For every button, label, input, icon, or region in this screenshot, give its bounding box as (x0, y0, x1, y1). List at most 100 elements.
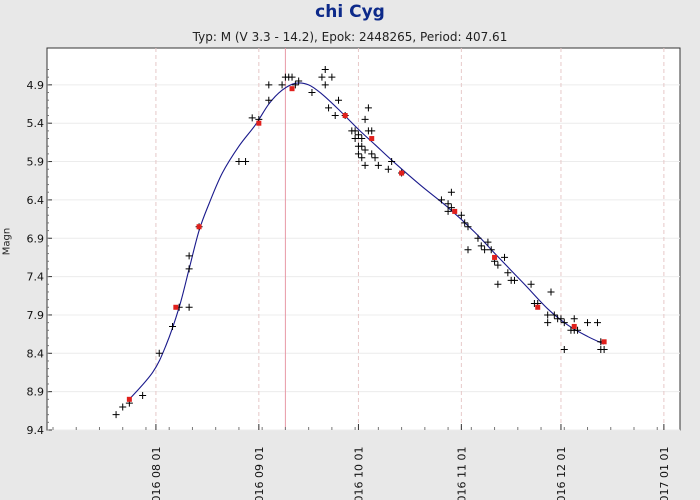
observation-point (265, 81, 273, 89)
chart-subtitle: Typ: M (V 3.3 - 14.2), Epok: 2448265, Pe… (192, 30, 508, 44)
observation-point (510, 276, 518, 284)
observation-point (235, 158, 243, 166)
x-tick-label: 2016 08 01 (150, 447, 163, 500)
y-tick-label: 6.9 (27, 232, 45, 245)
binned-mean-point (256, 120, 262, 126)
observation-point (112, 411, 120, 419)
observation-point (358, 135, 366, 143)
observation-point (119, 403, 127, 411)
observation-point (481, 246, 489, 254)
binned-mean-point (452, 208, 458, 214)
observation-point (444, 200, 452, 208)
observation-point (361, 161, 369, 169)
observation-point (325, 104, 333, 112)
observation-point (464, 223, 472, 231)
binned-mean-point (342, 113, 348, 119)
observation-point (354, 131, 362, 139)
observation-point (447, 188, 455, 196)
observation-point (354, 150, 362, 158)
grid-layer (47, 48, 680, 431)
observation-point (288, 73, 296, 81)
observation-point (560, 345, 568, 353)
binned-mean-point (196, 224, 202, 230)
observation-point (570, 315, 578, 323)
observation-point (331, 112, 339, 120)
observation-point (358, 142, 366, 150)
observation-point (550, 311, 558, 319)
observation-point (487, 246, 495, 254)
binned-mean-point (126, 396, 132, 402)
observation-point (557, 315, 565, 323)
x-tick-label: 2016 10 01 (352, 447, 365, 500)
y-tick-label: 5.4 (27, 117, 45, 130)
observation-point (335, 96, 343, 104)
plot-area (46, 47, 681, 431)
observation-point (351, 135, 359, 143)
y-tick-label: 5.9 (27, 156, 45, 169)
binned-mean-point (369, 136, 375, 142)
x-tick-label: 2016 09 01 (253, 447, 266, 500)
observation-point (600, 345, 608, 353)
observation-point (368, 150, 376, 158)
observation-point (374, 161, 382, 169)
observation-point (291, 81, 299, 89)
observation-point (527, 280, 535, 288)
observation-point (484, 238, 492, 246)
observation-point (308, 89, 316, 97)
observation-point (248, 114, 256, 122)
y-tick-label: 8.9 (27, 386, 45, 399)
x-tick-label: 2016 12 01 (555, 447, 568, 500)
chart-title: chi Cyg (315, 2, 385, 22)
observation-point (444, 207, 452, 215)
observation-point (494, 280, 502, 288)
observation-point (364, 104, 372, 112)
observation-point (265, 96, 273, 104)
observation-point (474, 234, 482, 242)
observation-point (242, 158, 250, 166)
observation-point (457, 211, 465, 219)
binned-mean-layer (126, 86, 607, 402)
observation-point (388, 158, 396, 166)
observation-point (278, 81, 286, 89)
observation-point (494, 261, 502, 269)
axis-layer: 4.9 5.4 5.9 6.4 6.9 7.4 7.9 8.4 8.9 9.4 2016 08 01… (27, 69, 671, 500)
y-tick-label: 4.9 (27, 79, 45, 92)
observation-point (368, 127, 376, 135)
y-tick-label: 6.4 (27, 194, 45, 207)
observation-point (544, 319, 552, 327)
observation-point (384, 165, 392, 173)
observation-point (574, 326, 582, 334)
observation-point (318, 73, 326, 81)
observation-point (321, 66, 329, 74)
fit-curve (128, 82, 605, 400)
observation-point (477, 242, 485, 250)
observation-point (295, 77, 303, 85)
observation-point (437, 196, 445, 204)
observation-point (328, 73, 336, 81)
binned-mean-point (535, 304, 541, 310)
binned-mean-point (399, 170, 405, 176)
observation-point (447, 204, 455, 212)
observation-point (139, 391, 147, 399)
observation-point (544, 311, 552, 319)
binned-mean-point (492, 254, 498, 260)
binned-mean-point (173, 304, 179, 310)
x-tick-label: 2017 01 01 (658, 447, 671, 500)
observation-point (351, 127, 359, 135)
observation-point (461, 219, 469, 227)
binned-mean-point (289, 86, 295, 92)
observation-point (321, 81, 329, 89)
observation-layer (112, 66, 608, 419)
observation-point (185, 265, 193, 273)
observation-point (185, 303, 193, 311)
observation-point (504, 269, 512, 277)
fit-curve-layer (128, 82, 605, 400)
observation-point (584, 319, 592, 327)
y-tick-label: 9.4 (27, 424, 45, 437)
observation-point (185, 252, 193, 260)
observation-point (547, 288, 555, 296)
x-tick-label: 2016 11 01 (455, 447, 468, 500)
observation-point (593, 319, 601, 327)
binned-mean-point (601, 339, 607, 345)
